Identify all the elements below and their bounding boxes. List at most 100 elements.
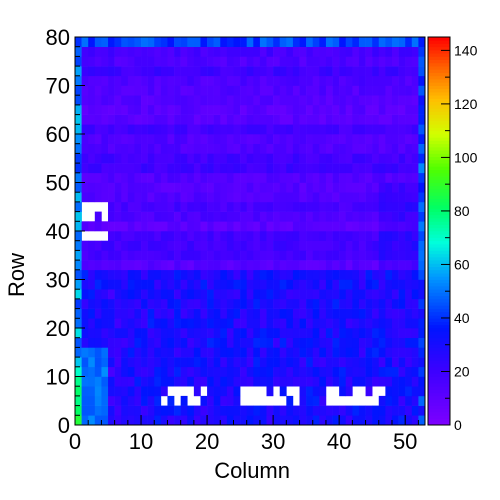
- heatmap-cell: [233, 56, 241, 67]
- heatmap-cell: [240, 104, 247, 115]
- heatmap-cell: [207, 250, 214, 261]
- heatmap-cell: [365, 376, 373, 387]
- heatmap-cell: [154, 201, 162, 212]
- heatmap-cell: [75, 357, 82, 368]
- heatmap-cell: [114, 153, 122, 164]
- colorbar-swatch: [428, 302, 450, 306]
- heatmap-cell: [187, 56, 195, 67]
- heatmap-cell: [398, 201, 406, 212]
- heatmap-cell: [233, 66, 241, 77]
- heatmap-cell: [325, 211, 333, 222]
- heatmap-cell: [101, 37, 109, 47]
- colorbar-swatch: [428, 279, 450, 284]
- heatmap-cell: [134, 95, 142, 106]
- heatmap-cell: [121, 328, 129, 338]
- heatmap-cell: [246, 192, 254, 203]
- heatmap-cell: [101, 308, 109, 319]
- heatmap-cell: [88, 250, 96, 261]
- heatmap-cell: [332, 328, 340, 338]
- heatmap-cell: [378, 66, 386, 77]
- heatmap-cell: [259, 376, 267, 387]
- heatmap-cell: [319, 328, 327, 338]
- heatmap-cell: [233, 395, 241, 406]
- heatmap-cell: [121, 250, 129, 261]
- heatmap-cell: [246, 172, 254, 183]
- heatmap-cell: [299, 289, 307, 300]
- heatmap-cell: [220, 85, 228, 96]
- heatmap-cell: [405, 405, 413, 416]
- heatmap-cell: [174, 308, 181, 319]
- heatmap-cell: [306, 172, 314, 183]
- heatmap-cell: [372, 328, 380, 338]
- heatmap-cell: [378, 250, 386, 261]
- heatmap-cell: [325, 163, 333, 174]
- heatmap-cell: [141, 172, 148, 183]
- colorbar-swatch: [428, 75, 450, 80]
- heatmap-cell: [418, 347, 426, 358]
- heatmap-cell: [405, 376, 413, 387]
- heatmap-cell: [253, 328, 261, 338]
- heatmap-cell: [299, 231, 307, 241]
- heatmap-cell: [312, 308, 320, 319]
- heatmap-cell: [147, 279, 155, 290]
- heatmap-cell: [167, 415, 175, 426]
- heatmap-cell: [226, 95, 234, 106]
- heatmap-cell: [193, 376, 201, 387]
- heatmap-cell: [226, 366, 234, 377]
- heatmap-cell: [174, 221, 181, 232]
- heatmap-cell: [240, 318, 247, 329]
- heatmap-cell: [121, 376, 129, 387]
- heatmap-cell: [108, 269, 115, 280]
- heatmap-cell: [240, 182, 247, 193]
- heatmap-cell: [332, 104, 340, 115]
- colorbar-swatch: [428, 43, 450, 48]
- heatmap-cell: [405, 357, 413, 368]
- heatmap-cell: [193, 328, 201, 338]
- heatmap-cell: [345, 143, 353, 154]
- heatmap-cell: [312, 415, 320, 426]
- heatmap-cell: [299, 240, 307, 251]
- heatmap-cell: [94, 279, 102, 290]
- heatmap-cell: [240, 260, 247, 271]
- heatmap-cell: [246, 163, 254, 174]
- heatmap-cell: [75, 163, 82, 174]
- heatmap-cell: [325, 104, 333, 115]
- heatmap-cell: [127, 289, 135, 300]
- heatmap-cell: [160, 337, 168, 348]
- heatmap-cell: [332, 37, 340, 47]
- heatmap-cell: [226, 114, 234, 125]
- heatmap-cell: [345, 95, 353, 106]
- heatmap-cell: [174, 318, 181, 329]
- heatmap-cell: [312, 221, 320, 232]
- heatmap-cell: [134, 347, 142, 358]
- heatmap-cell: [220, 231, 228, 241]
- heatmap-cell: [193, 366, 201, 377]
- heatmap-cell: [180, 357, 188, 368]
- heatmap-cell: [207, 357, 214, 368]
- heatmap-cell: [358, 415, 366, 426]
- heatmap-cell: [141, 308, 148, 319]
- heatmap-cell: [365, 308, 373, 319]
- heatmap-cell: [279, 337, 287, 348]
- heatmap-cell: [391, 250, 399, 261]
- heatmap-cell: [108, 114, 115, 125]
- heatmap-cell: [292, 75, 300, 86]
- heatmap-cell: [325, 221, 333, 232]
- heatmap-cell: [411, 46, 419, 57]
- heatmap-cell: [306, 134, 314, 144]
- heatmap-cell: [127, 337, 135, 348]
- heatmap-cell: [88, 357, 96, 368]
- heatmap-cell: [240, 95, 247, 106]
- heatmap-cell: [174, 211, 181, 222]
- heatmap-cell: [200, 308, 208, 319]
- heatmap-cell: [246, 240, 254, 251]
- heatmap-cell: [226, 405, 234, 416]
- heatmap-cell: [88, 163, 96, 174]
- heatmap-cell: [312, 405, 320, 416]
- colorbar-swatch: [428, 214, 450, 219]
- heatmap-cell: [147, 143, 155, 154]
- heatmap-cell: [187, 279, 195, 290]
- heatmap-cell: [154, 269, 162, 280]
- heatmap-cell: [233, 163, 241, 174]
- heatmap-cell: [187, 104, 195, 115]
